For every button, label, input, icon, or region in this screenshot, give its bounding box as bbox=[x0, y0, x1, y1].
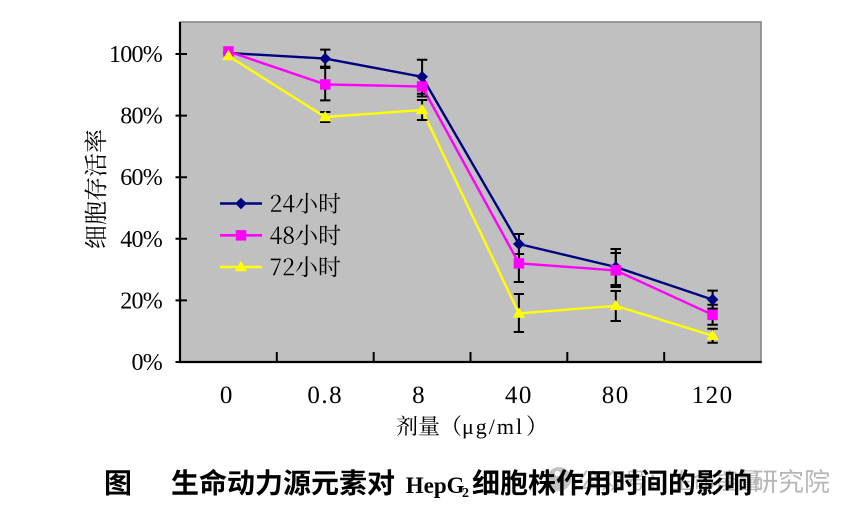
svg-text:8: 8 bbox=[412, 382, 426, 409]
svg-text:0.8: 0.8 bbox=[307, 382, 343, 409]
svg-text:0%: 0% bbox=[132, 350, 163, 376]
svg-text:40: 40 bbox=[505, 382, 533, 409]
svg-text:2: 2 bbox=[462, 486, 469, 501]
svg-text:80: 80 bbox=[602, 382, 630, 409]
svg-text:HepG: HepG bbox=[406, 473, 465, 498]
svg-text:μg/ml: μg/ml bbox=[462, 414, 524, 439]
svg-text:80%: 80% bbox=[120, 104, 163, 130]
svg-text:40%: 40% bbox=[120, 227, 163, 253]
svg-text:0: 0 bbox=[220, 382, 234, 409]
svg-text:60%: 60% bbox=[120, 165, 163, 191]
svg-text:120: 120 bbox=[692, 382, 734, 409]
svg-text:20%: 20% bbox=[120, 288, 163, 314]
svg-text:100%: 100% bbox=[109, 42, 163, 68]
